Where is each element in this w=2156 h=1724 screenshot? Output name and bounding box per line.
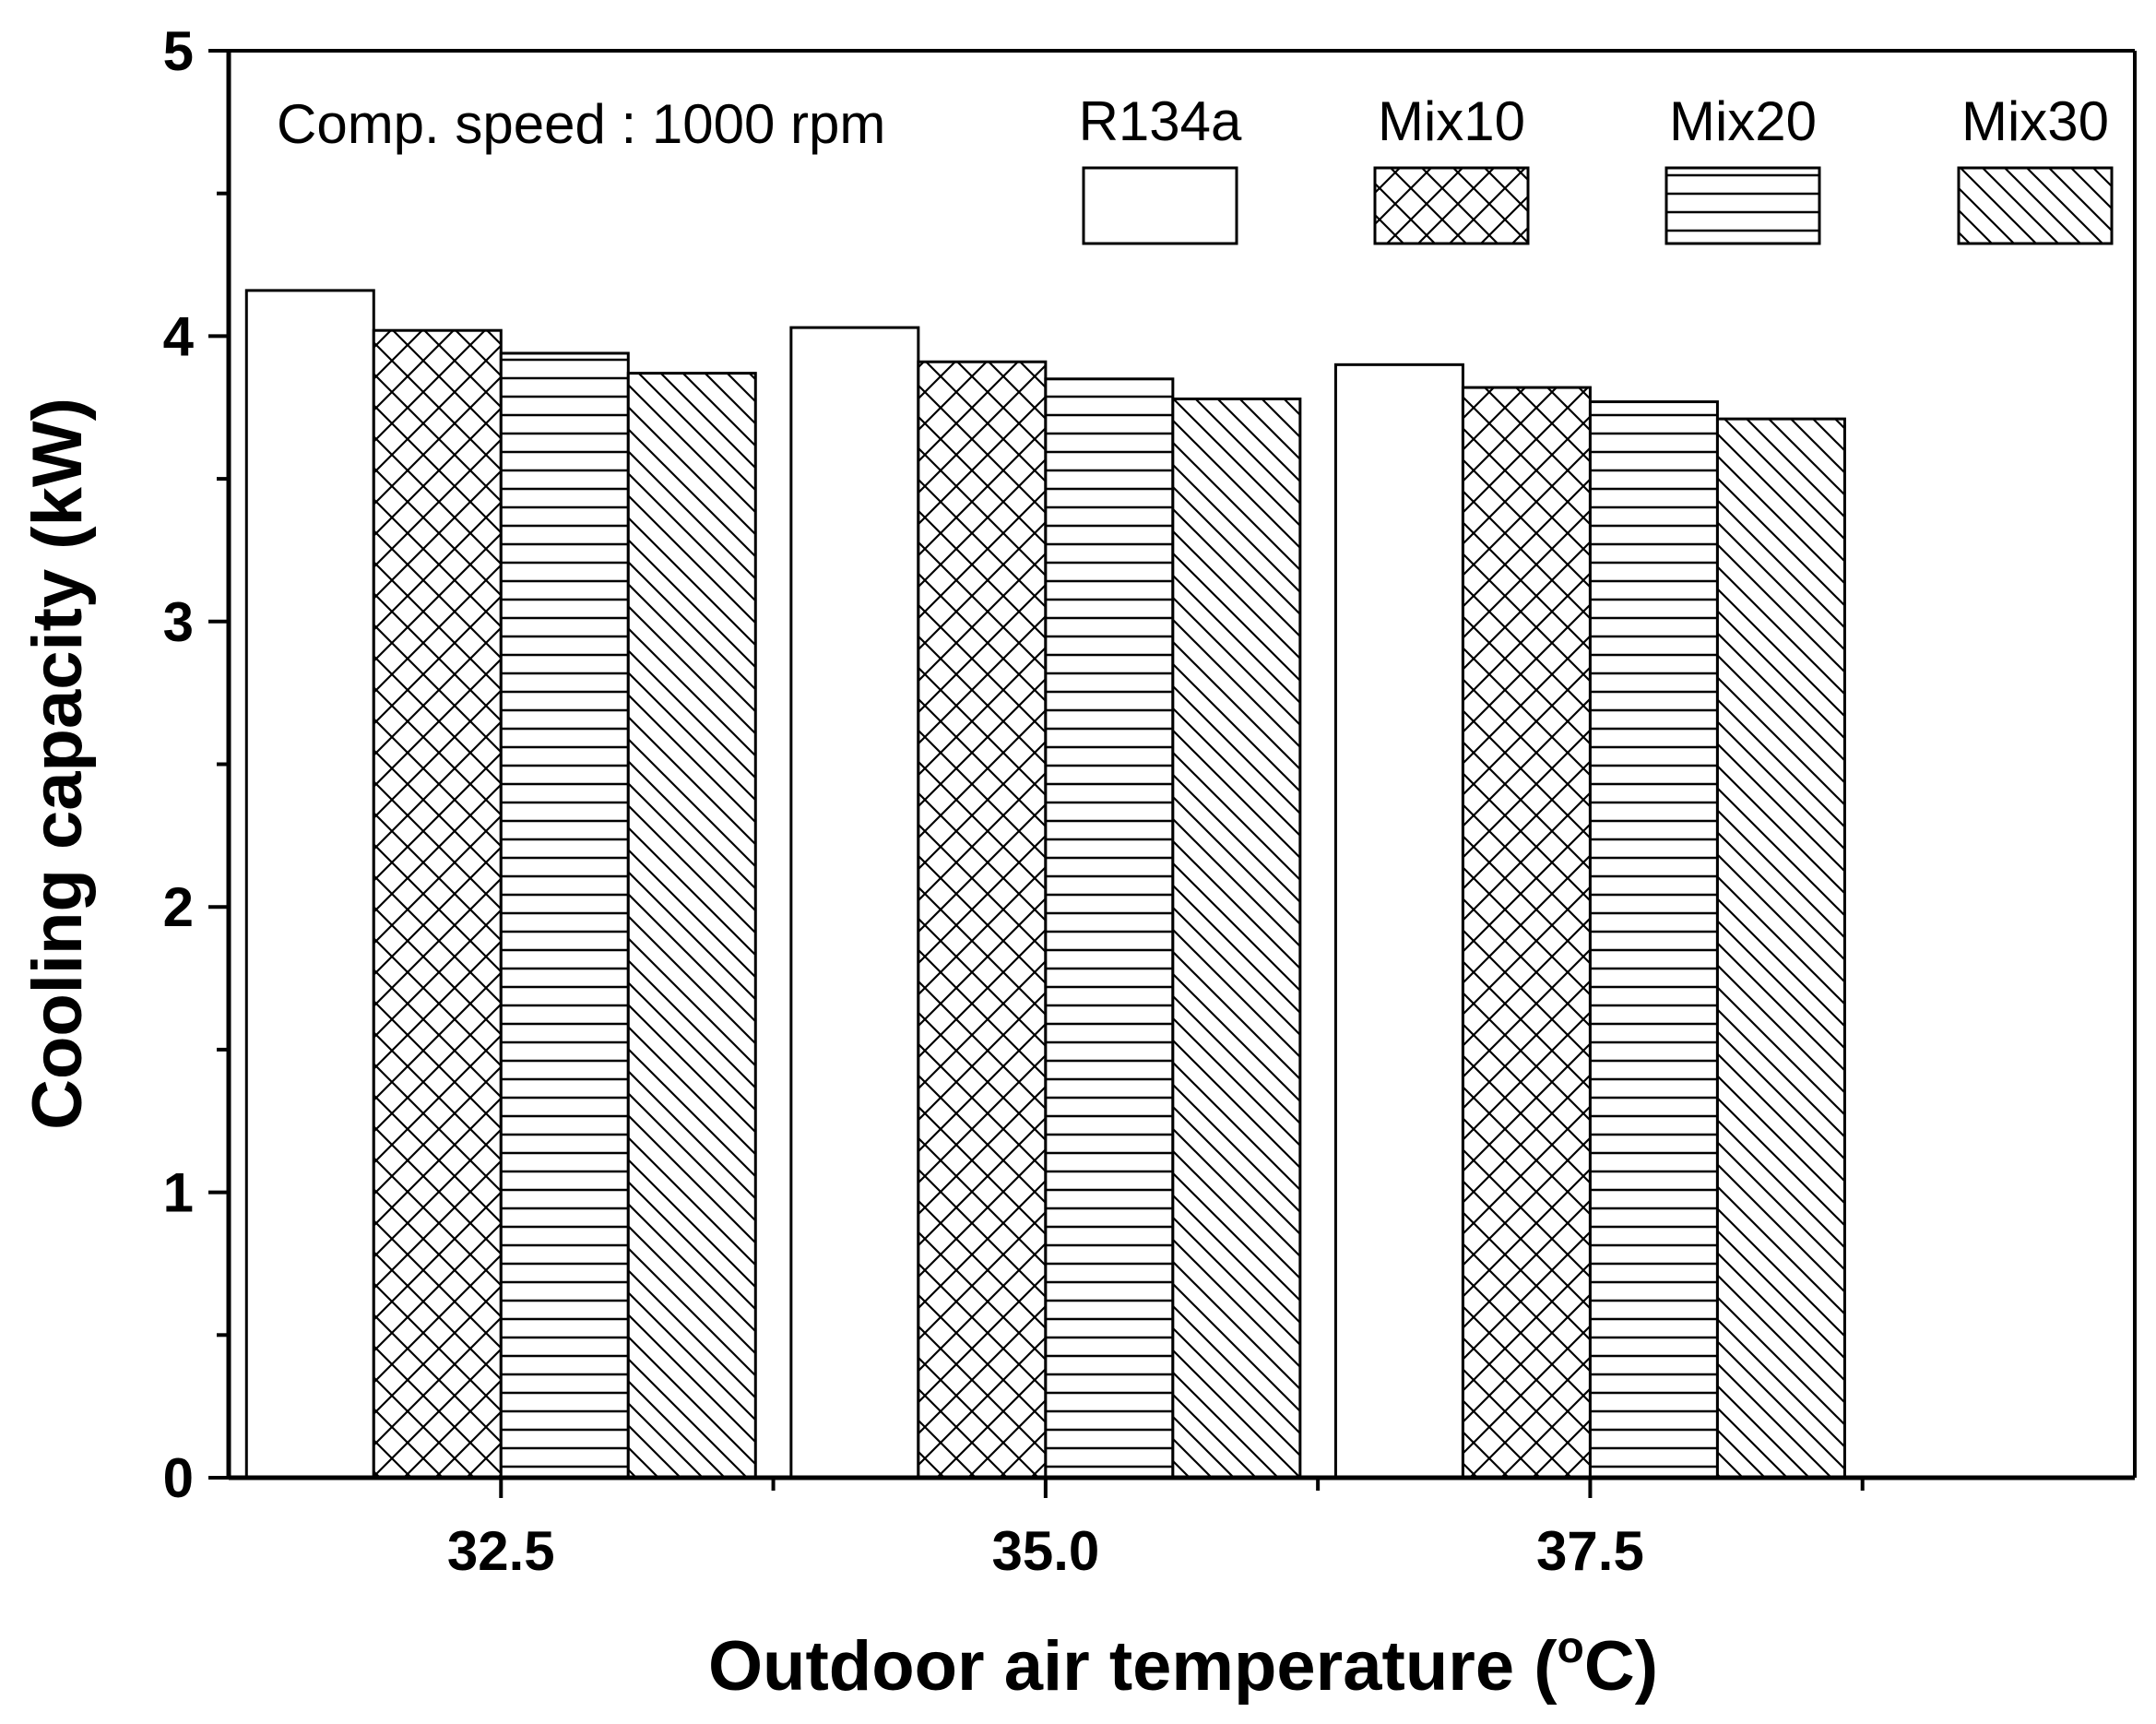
bar-mix30-35.0 bbox=[1171, 397, 1302, 1480]
legend-swatch-mix10 bbox=[1373, 166, 1530, 245]
x-axis-title-unit: C) bbox=[1584, 1627, 1658, 1706]
bar-r134a-32.5 bbox=[244, 289, 375, 1480]
legend-label-mix30: Mix30 bbox=[1961, 90, 2109, 152]
legend-label-mix20: Mix20 bbox=[1669, 90, 1817, 152]
bar-r134a-35.0 bbox=[789, 326, 920, 1480]
bar-mix20-37.5 bbox=[1588, 400, 1719, 1480]
legend-swatch-r134a bbox=[1082, 166, 1238, 245]
bar-mix10-37.5 bbox=[1461, 386, 1592, 1480]
y-tick-label: 4 bbox=[163, 305, 195, 367]
bar-mix10-32.5 bbox=[372, 328, 503, 1480]
y-axis-title: Cooling capacity (kW) bbox=[18, 398, 97, 1130]
y-tick-label: 5 bbox=[163, 20, 194, 82]
degree-symbol: o bbox=[1558, 1623, 1584, 1672]
x-tick-label: 37.5 bbox=[1536, 1520, 1644, 1582]
legend-label-r134a: R134a bbox=[1079, 90, 1242, 152]
y-tick-label: 3 bbox=[163, 591, 194, 653]
y-tick-label: 0 bbox=[163, 1447, 194, 1509]
bar-mix30-32.5 bbox=[626, 372, 757, 1480]
y-tick-label: 1 bbox=[163, 1162, 194, 1224]
legend-swatch-mix20 bbox=[1664, 166, 1821, 245]
bar-mix20-32.5 bbox=[499, 351, 630, 1480]
x-axis-title-main: Outdoor air temperature ( bbox=[708, 1627, 1558, 1706]
bar-mix20-35.0 bbox=[1044, 377, 1175, 1480]
x-axis-title: Outdoor air temperature (oC) bbox=[708, 1623, 1658, 1706]
legend-swatch-mix30 bbox=[1957, 166, 2114, 245]
bar-mix10-35.0 bbox=[917, 360, 1048, 1480]
bar-mix30-37.5 bbox=[1715, 417, 1846, 1480]
annotation-text: Comp. speed : 1000 rpm bbox=[277, 93, 885, 155]
bars-layer bbox=[244, 289, 1846, 1480]
y-tick-label: 2 bbox=[163, 876, 194, 938]
x-tick-label: 32.5 bbox=[447, 1520, 555, 1582]
bar-r134a-37.5 bbox=[1333, 363, 1464, 1480]
legend: R134a Mix10 Mix20 Mix30 bbox=[1079, 90, 2114, 245]
ticks-layer: 32.5 35.0 37.5 0 1 2 3 4 5 bbox=[163, 20, 1865, 1582]
x-tick-label: 35.0 bbox=[991, 1520, 1099, 1582]
legend-label-mix10: Mix10 bbox=[1378, 90, 1525, 152]
